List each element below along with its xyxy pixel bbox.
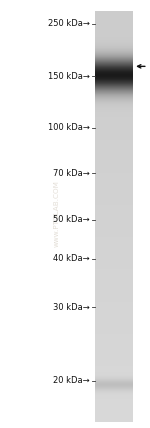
Text: 30 kDa→: 30 kDa→ bbox=[53, 303, 90, 312]
Text: 40 kDa→: 40 kDa→ bbox=[53, 254, 90, 264]
Text: www.PTGLAB.COM: www.PTGLAB.COM bbox=[54, 181, 60, 247]
Text: 100 kDa→: 100 kDa→ bbox=[48, 123, 90, 132]
Text: 20 kDa→: 20 kDa→ bbox=[53, 376, 90, 386]
Text: 150 kDa→: 150 kDa→ bbox=[48, 71, 90, 81]
Text: 50 kDa→: 50 kDa→ bbox=[53, 215, 90, 224]
Text: 250 kDa→: 250 kDa→ bbox=[48, 19, 90, 28]
Text: 70 kDa→: 70 kDa→ bbox=[53, 169, 90, 178]
